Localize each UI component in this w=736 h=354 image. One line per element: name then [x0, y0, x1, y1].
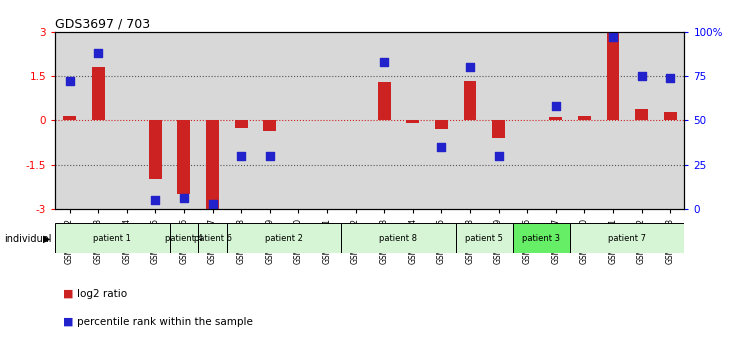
- Text: log2 ratio: log2 ratio: [77, 289, 127, 299]
- Text: patient 7: patient 7: [608, 234, 646, 242]
- Text: patient 3: patient 3: [523, 234, 560, 242]
- Text: ▶: ▶: [43, 234, 50, 244]
- Bar: [513, 223, 570, 253]
- Bar: [198, 223, 227, 253]
- Bar: [549, 118, 562, 120]
- Point: [636, 73, 648, 79]
- Point: [550, 103, 562, 109]
- Text: ■: ■: [63, 317, 73, 327]
- Bar: [149, 120, 162, 179]
- Point: [92, 50, 104, 56]
- Bar: [169, 223, 198, 253]
- Point: [236, 153, 247, 159]
- Text: patient 4: patient 4: [165, 234, 203, 242]
- Bar: [263, 120, 276, 131]
- Point: [378, 59, 390, 65]
- Point: [436, 144, 447, 150]
- Bar: [55, 223, 169, 253]
- Bar: [177, 120, 191, 194]
- Text: percentile rank within the sample: percentile rank within the sample: [77, 317, 253, 327]
- Bar: [378, 82, 391, 120]
- Point: [492, 153, 504, 159]
- Point: [607, 34, 619, 40]
- Text: individual: individual: [4, 234, 52, 244]
- Bar: [406, 120, 420, 123]
- Point: [464, 64, 476, 70]
- Point: [207, 201, 219, 206]
- Point: [665, 75, 676, 81]
- Bar: [635, 109, 648, 120]
- Text: patient 6: patient 6: [194, 234, 232, 242]
- Bar: [456, 223, 513, 253]
- Bar: [92, 67, 105, 120]
- Bar: [435, 120, 447, 129]
- Bar: [606, 32, 620, 120]
- Bar: [664, 112, 676, 120]
- Bar: [235, 120, 247, 128]
- Point: [263, 153, 275, 159]
- Bar: [227, 223, 342, 253]
- Bar: [63, 116, 76, 120]
- Bar: [206, 120, 219, 209]
- Text: patient 5: patient 5: [465, 234, 503, 242]
- Bar: [464, 81, 476, 120]
- Bar: [492, 120, 505, 138]
- Text: GDS3697 / 703: GDS3697 / 703: [55, 18, 150, 31]
- Bar: [570, 223, 684, 253]
- Point: [63, 79, 75, 84]
- Text: patient 2: patient 2: [265, 234, 303, 242]
- Bar: [342, 223, 456, 253]
- Point: [178, 195, 190, 201]
- Text: ■: ■: [63, 289, 73, 299]
- Text: patient 1: patient 1: [93, 234, 131, 242]
- Text: patient 8: patient 8: [380, 234, 417, 242]
- Bar: [578, 116, 591, 120]
- Point: [149, 197, 161, 203]
